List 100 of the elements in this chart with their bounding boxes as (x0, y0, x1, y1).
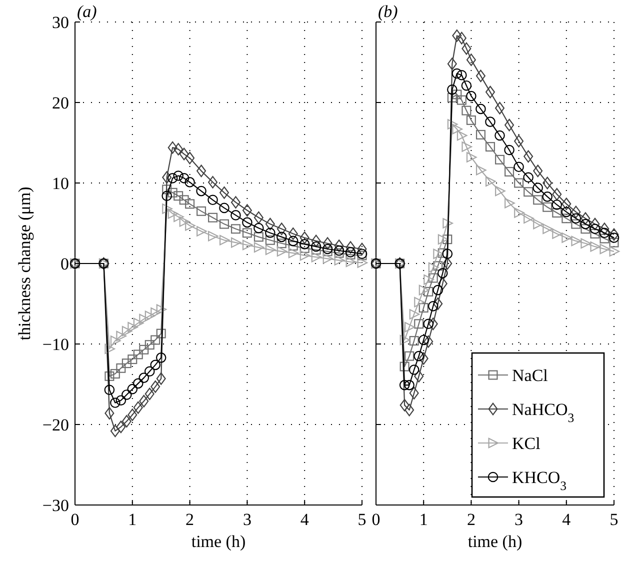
point (447, 92, 457, 102)
point (139, 344, 149, 354)
point (462, 142, 472, 152)
point (542, 224, 553, 234)
x-tick-label: 4 (300, 510, 310, 529)
point (424, 335, 434, 348)
point (485, 142, 495, 152)
point (437, 268, 448, 278)
point (447, 58, 457, 70)
y-axis-title: thickness change (μm) (15, 186, 34, 340)
point (156, 372, 166, 385)
point (466, 152, 477, 162)
point (590, 224, 600, 234)
legend-label: NaCl (512, 366, 548, 385)
x-tick-label: 1 (128, 510, 137, 529)
point (265, 235, 275, 245)
y-tick-label: 0 (60, 254, 69, 274)
point (219, 186, 229, 199)
point (476, 104, 486, 114)
point (404, 351, 414, 361)
point (265, 228, 276, 238)
point (570, 213, 582, 224)
point (504, 166, 514, 176)
x-axis-title: time (h) (468, 532, 522, 551)
point (133, 401, 143, 414)
point (168, 141, 178, 154)
point (580, 224, 590, 234)
point (414, 319, 424, 329)
point (418, 303, 428, 313)
point (185, 152, 195, 164)
point (208, 194, 218, 206)
point (552, 188, 562, 200)
point (414, 370, 424, 382)
point (514, 134, 524, 148)
point (346, 241, 356, 254)
point (185, 220, 196, 231)
point (432, 284, 444, 296)
point (116, 363, 126, 373)
point (414, 350, 424, 362)
point (452, 29, 462, 42)
point (485, 116, 496, 127)
point (311, 234, 321, 248)
point (230, 224, 240, 234)
point (476, 70, 486, 82)
point (156, 304, 167, 315)
point (524, 213, 534, 224)
point (208, 212, 218, 222)
point (132, 378, 144, 389)
point (476, 130, 486, 140)
point (571, 236, 582, 246)
point (219, 219, 229, 229)
point (288, 248, 299, 258)
point (514, 162, 524, 172)
x-tick-label: 2 (466, 510, 476, 529)
point (456, 70, 467, 80)
x-tick-label: 2 (186, 510, 194, 529)
point (196, 164, 206, 178)
point (196, 186, 206, 196)
point (139, 394, 149, 408)
point (562, 214, 572, 224)
point (299, 239, 310, 250)
point (334, 245, 344, 256)
x-tick-label: 5 (610, 510, 618, 529)
point (150, 335, 160, 345)
point (608, 232, 620, 243)
point (322, 254, 334, 264)
point (600, 234, 610, 244)
x-tick-label: 4 (562, 510, 572, 529)
point (128, 408, 138, 422)
point (300, 232, 310, 244)
point (168, 208, 178, 219)
point (424, 286, 434, 296)
point (150, 380, 160, 393)
y-tick-label: −30 (42, 496, 69, 515)
point (404, 380, 414, 390)
point (122, 326, 132, 336)
point (428, 273, 438, 283)
point (442, 234, 452, 244)
point (122, 415, 132, 428)
point (408, 364, 420, 375)
point (423, 318, 434, 330)
point (104, 344, 116, 354)
x-tick-label: 3 (514, 510, 524, 529)
point (428, 301, 438, 312)
point (219, 202, 230, 214)
point (580, 238, 592, 249)
point (476, 164, 486, 176)
point (609, 246, 620, 257)
point (346, 256, 356, 268)
point (424, 274, 434, 285)
point (466, 54, 476, 66)
point (452, 90, 462, 100)
point (494, 130, 505, 141)
y-tick-label: 20 (52, 94, 69, 112)
point (542, 176, 552, 190)
point (133, 318, 144, 328)
point (242, 228, 252, 238)
point (461, 80, 472, 91)
point (438, 277, 448, 290)
point (265, 244, 276, 255)
